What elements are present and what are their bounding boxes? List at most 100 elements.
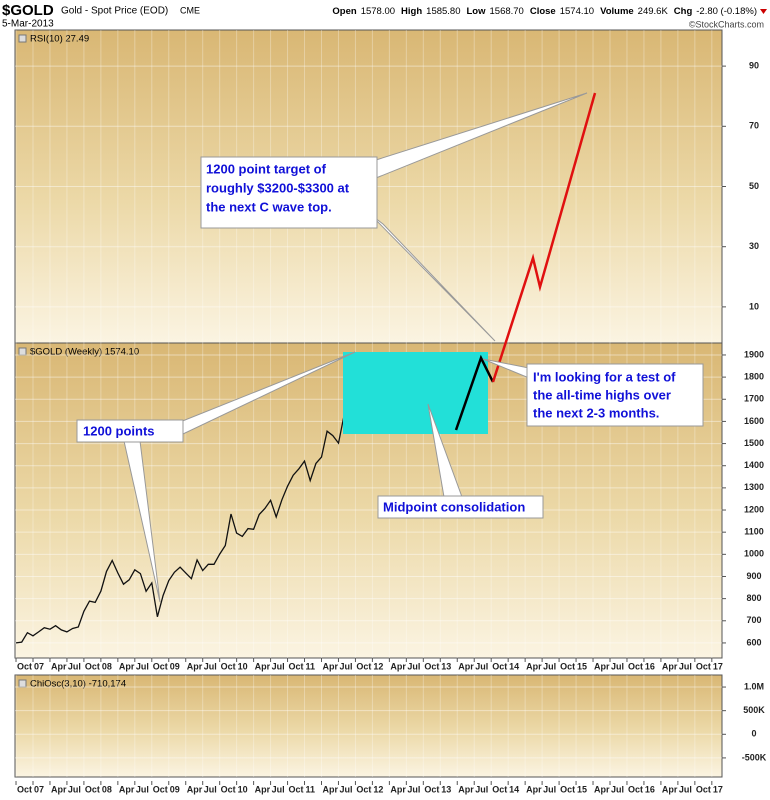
x-tick-label: Oct [153,661,168,671]
x-tick-label: Apr [390,784,406,794]
x-tick-label: Jul [136,661,149,671]
annotation: Midpoint consolidation [383,499,525,514]
y-tick-label: 0 [751,729,756,739]
x-tick-label: 17 [713,784,723,794]
quote-label: Low [467,6,487,17]
x-tick-label: Apr [119,784,135,794]
x-tick-label: Oct [560,784,575,794]
x-tick-label: 17 [713,661,723,671]
callout-box [526,363,704,427]
quote-value: 1574.10 [560,6,594,17]
x-tick-label: 09 [170,661,180,671]
x-tick-label: Jul [475,661,488,671]
x-tick-label: Oct [221,784,236,794]
x-tick-label: Jul [68,784,81,794]
x-tick-label: Apr [51,661,67,671]
y-tick-label: 90 [749,60,759,70]
y-tick-label: 1500 [744,438,764,448]
y-tick-label: 1700 [744,394,764,404]
panel-icon [18,347,27,356]
x-tick-label: Apr [662,661,678,671]
x-tick-label: Apr [322,784,338,794]
x-tick-label: 16 [645,661,655,671]
y-tick-label: 1000 [744,549,764,559]
x-tick-label: Oct [696,661,711,671]
x-tick-label: Oct [628,784,643,794]
annotation: 1200 points [83,423,155,438]
x-tick-label: Oct [356,661,371,671]
y-tick-label: 700 [746,615,761,625]
x-tick-label: Oct [17,661,32,671]
annotation: the next 2-3 months. [533,405,659,420]
callouts [76,92,704,603]
x-tick-label: Jul [204,784,217,794]
x-tick-label: Oct [424,661,439,671]
y-tick-label: 30 [749,241,759,251]
x-tick-label: Oct [424,784,439,794]
x-tick-label: Apr [390,661,406,671]
y-tick-label: 1200 [744,504,764,514]
x-tick-label: 13 [441,784,451,794]
annotation: roughly $3200-$3300 at [206,180,350,195]
x-tick-label: Apr [322,661,338,671]
quote-value: 1578.00 [361,6,395,17]
y-tick-label: 500K [743,705,765,715]
quote-label: Open [332,6,356,17]
y-tick-label: 1100 [744,527,764,537]
y-tick-label: 50 [749,181,759,191]
x-tick-label: 07 [34,661,44,671]
x-tick-label: Apr [255,784,271,794]
y-tick-label: 800 [746,593,761,603]
callout-box [377,495,544,519]
annotation: the all-time highs over [533,387,671,402]
x-tick-label: Jul [407,784,420,794]
x-tick-label: Oct [85,784,100,794]
projection-black [454,354,495,431]
y-tick-label: 1900 [744,349,764,359]
instrument-name: Gold - Spot Price (EOD) [61,6,168,17]
x-tick-label: Jul [339,661,352,671]
x-tick-label: 09 [170,784,180,794]
down-arrow [760,9,767,14]
y-tick-label: 1300 [744,482,764,492]
y-tick-label: 600 [746,637,761,647]
panel-title: $GOLD (Weekly) 1574.10 [30,347,139,358]
quote-label: Volume [600,6,634,17]
y-tick-label: 1800 [744,371,764,381]
x-tick-label: Jul [543,784,556,794]
x-tick-label: Apr [187,784,203,794]
y-tick-label: 1600 [744,416,764,426]
x-tick-label: Apr [51,784,67,794]
x-tick-label: Jul [339,784,352,794]
x-tick-label: Jul [611,661,624,671]
panel-icon [18,679,27,688]
quote-value: 1568.70 [490,6,524,17]
callout-box [76,419,184,443]
x-tick-label: Apr [458,784,474,794]
x-tick-label: 12 [373,661,383,671]
x-tick-label: 10 [238,784,248,794]
x-tick-label: Apr [594,661,610,671]
quote-label: Chg [674,6,693,17]
x-tick-label: Oct [85,661,100,671]
x-tick-label: Oct [356,784,371,794]
annotation: I'm looking for a test of [533,369,676,384]
x-tick-label: Apr [662,784,678,794]
x-tick-label: 08 [102,661,112,671]
quote-value: 1585.80 [426,6,460,17]
x-tick-label: 11 [306,784,316,794]
x-tick-label: 14 [509,661,519,671]
x-tick-label: Jul [611,784,624,794]
y-tick-label: -500K [742,752,767,762]
x-tick-label: 08 [102,784,112,794]
x-tick-label: 16 [645,784,655,794]
x-tick-label: Oct [153,784,168,794]
x-tick-label: Jul [136,784,149,794]
annotation: 1200 point target of [206,161,327,176]
x-tick-label: Jul [204,661,217,671]
x-tick-label: 15 [577,784,587,794]
x-tick-label: Apr [255,661,271,671]
symbol: $GOLD [2,2,54,19]
